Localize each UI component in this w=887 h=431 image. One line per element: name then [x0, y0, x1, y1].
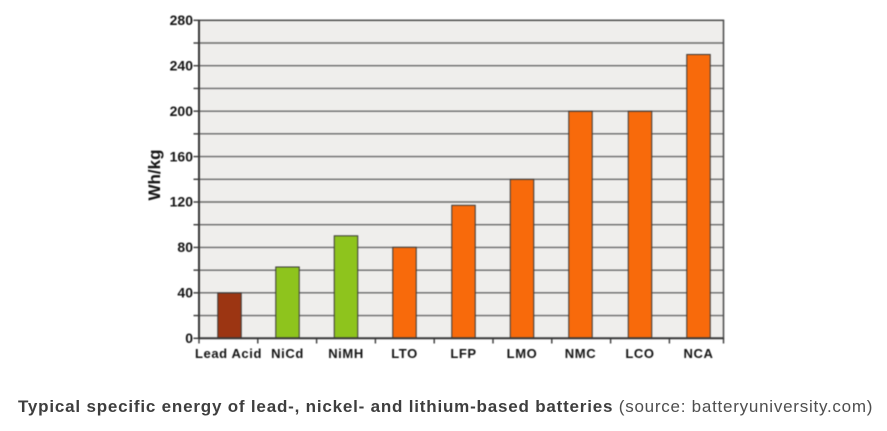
svg-text:NCA: NCA [684, 346, 714, 361]
svg-text:LTO: LTO [391, 346, 418, 361]
svg-text:280: 280 [170, 12, 194, 28]
svg-text:240: 240 [170, 57, 194, 73]
svg-text:NiMH: NiMH [328, 346, 364, 361]
svg-text:120: 120 [170, 194, 194, 210]
svg-text:Lead Acid: Lead Acid [195, 346, 262, 361]
svg-text:80: 80 [177, 239, 193, 255]
svg-text:0: 0 [185, 330, 193, 346]
svg-text:160: 160 [170, 148, 194, 164]
svg-text:LCO: LCO [625, 346, 654, 361]
svg-text:LFP: LFP [450, 346, 476, 361]
svg-text:Wh/kg: Wh/kg [145, 150, 164, 201]
svg-text:40: 40 [177, 285, 193, 301]
svg-text:200: 200 [170, 103, 194, 119]
svg-text:NiCd: NiCd [271, 346, 304, 361]
svg-text:LMO: LMO [507, 346, 538, 361]
svg-text:NMC: NMC [565, 346, 596, 361]
